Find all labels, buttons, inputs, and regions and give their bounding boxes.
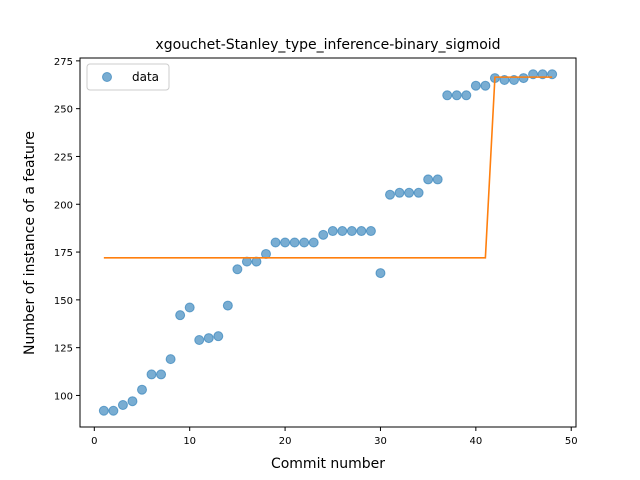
data-point [365,226,376,237]
data-point [165,354,176,365]
plot-frame [79,57,577,428]
y-tick-label: 125 [54,344,73,355]
data-point [156,369,167,380]
data-point [289,237,300,248]
y-tick-label: 250 [54,105,73,116]
x-tick-label: 0 [91,436,97,447]
data-point [127,396,138,407]
data-point [518,73,529,84]
x-tick-label: 10 [183,436,196,447]
data-point [346,226,357,237]
data-point [299,237,310,248]
data-point [470,80,481,91]
data-point [442,90,453,101]
x-tick-label: 50 [565,436,578,447]
x-axis: 0 10 20 30 40 50 [91,427,578,447]
data-point [480,80,491,91]
y-tick-label: 150 [54,296,73,307]
x-tick-label: 30 [374,436,387,447]
legend-label: data [132,70,159,84]
data-point [356,226,367,237]
data-point [117,400,128,411]
y-tick-label: 200 [54,200,73,211]
data-point [146,369,157,380]
data-point [137,384,147,395]
x-tick-label: 40 [469,436,482,447]
data-point [213,331,224,342]
data-point [375,268,386,279]
data-point [327,226,338,237]
data-point [98,405,109,416]
data-point [394,187,405,198]
data-point [451,90,462,101]
data-point [280,237,291,248]
data-point [203,333,214,344]
data-point [337,226,348,237]
y-axis-label: Number of instance of a feature [22,131,38,355]
fit-line [103,76,553,259]
legend: data [86,63,170,91]
data-point [184,302,195,313]
y-tick-label: 225 [54,152,73,163]
y-axis: 100 125 150 175 200 225 250 275 [54,57,80,402]
legend-box [86,63,170,91]
data-point [222,300,233,311]
data-point [432,174,443,185]
data-point [461,90,472,101]
y-tick-label: 175 [54,248,73,259]
chart-title: xgouchet-Stanley_type_inference-binary_s… [155,37,500,53]
data-point [423,174,434,185]
legend-marker [102,72,112,82]
x-tick-label: 20 [279,436,292,447]
data-point [308,237,319,248]
data-point [404,187,415,198]
y-tick-label: 275 [54,57,73,68]
data-point [232,264,243,275]
x-axis-label: Commit number [271,456,385,472]
data-point [175,310,186,321]
data-point [108,405,119,416]
data-point [413,187,424,198]
data-point [270,237,281,248]
data-point [385,189,395,200]
data-point [318,229,329,240]
plot-area [98,69,558,416]
data-point [194,335,205,346]
y-tick-label: 100 [54,391,73,402]
